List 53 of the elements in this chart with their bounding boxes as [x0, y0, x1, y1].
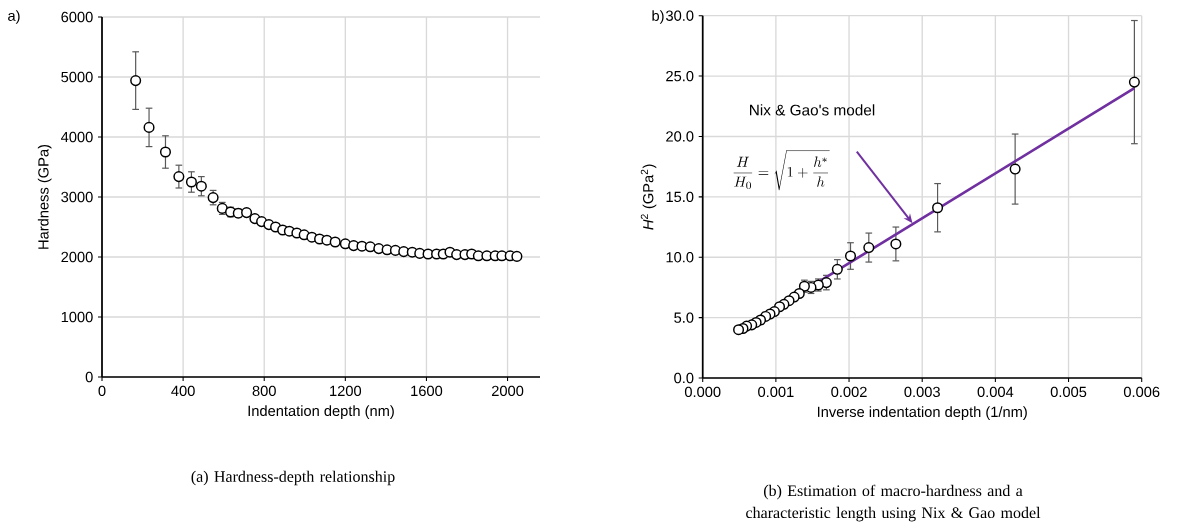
- x-tick-label: 1600: [411, 385, 443, 397]
- annotation: $\frac{H}{H_0}=\sqrt{1+\frac{h^{*}}{h}}$: [733, 150, 830, 191]
- y-tick-label: 20.0: [666, 131, 694, 142]
- y-axis-title: H$^{2}$ (GPa$^{2}$): [640, 164, 657, 230]
- point: [185, 176, 197, 188]
- y-tick-label: 5000: [61, 71, 93, 83]
- x-tick-label: 0.000: [684, 386, 721, 398]
- y-tick-label: 3000: [61, 191, 93, 203]
- x-tick-label: 0.001: [758, 386, 794, 398]
- y-axis-title: Hardness (GPa): [37, 144, 52, 249]
- point: [733, 324, 745, 336]
- y-tick-label: 10.0: [666, 252, 694, 263]
- y-tick-label: 4000: [61, 131, 93, 143]
- point: [159, 146, 172, 158]
- y-tick-label: 30.0: [666, 10, 694, 21]
- text: b): [652, 10, 664, 24]
- x-tick-label: 1200: [330, 385, 362, 397]
- x-tick-label: 800: [252, 385, 276, 397]
- x-tick-label: 0.006: [1123, 386, 1160, 398]
- point: [143, 121, 155, 133]
- x-axis-title: Indentation depth (nm): [248, 405, 394, 419]
- x-tick-label: 0: [98, 385, 106, 397]
- point: [844, 250, 857, 262]
- x-tick-label: 0.005: [1050, 386, 1087, 398]
- point: [173, 171, 185, 183]
- point: [863, 242, 875, 254]
- point: [130, 75, 142, 87]
- text: (a) Hardness-depth relationship: [191, 470, 395, 486]
- y-tick-label: 15.0: [666, 191, 694, 203]
- point: [1009, 163, 1021, 175]
- x-axis-title: Inverse indentation depth (1/nm): [817, 406, 1027, 420]
- annotation: Nix & Gao's model: [750, 104, 875, 116]
- y-tick-label: 6000: [61, 11, 93, 23]
- point: [831, 263, 843, 275]
- x-tick-label: 2000: [491, 385, 524, 397]
- text: (b) Estimation of macro-hardness and a characteristic length using Nix & Gao model: [746, 484, 1041, 522]
- point: [890, 238, 902, 250]
- y-tick-label: 0: [85, 371, 93, 383]
- point: [511, 250, 523, 262]
- y-tick-label: 2000: [61, 251, 93, 263]
- x-tick-label: 0.004: [977, 386, 1014, 398]
- x-tick-label: 0.002: [831, 386, 867, 398]
- point: [329, 236, 341, 248]
- x-tick-label: 0.003: [904, 386, 940, 398]
- text: a): [8, 10, 20, 24]
- y-tick-label: 1000: [61, 311, 93, 323]
- y-tick-label: 0.0: [674, 372, 694, 384]
- y-tick-label: 5.0: [674, 312, 694, 323]
- point: [1128, 76, 1140, 88]
- y-tick-label: 25.0: [666, 70, 694, 82]
- point: [932, 202, 944, 214]
- x-tick-label: 400: [171, 385, 195, 397]
- point: [195, 180, 207, 192]
